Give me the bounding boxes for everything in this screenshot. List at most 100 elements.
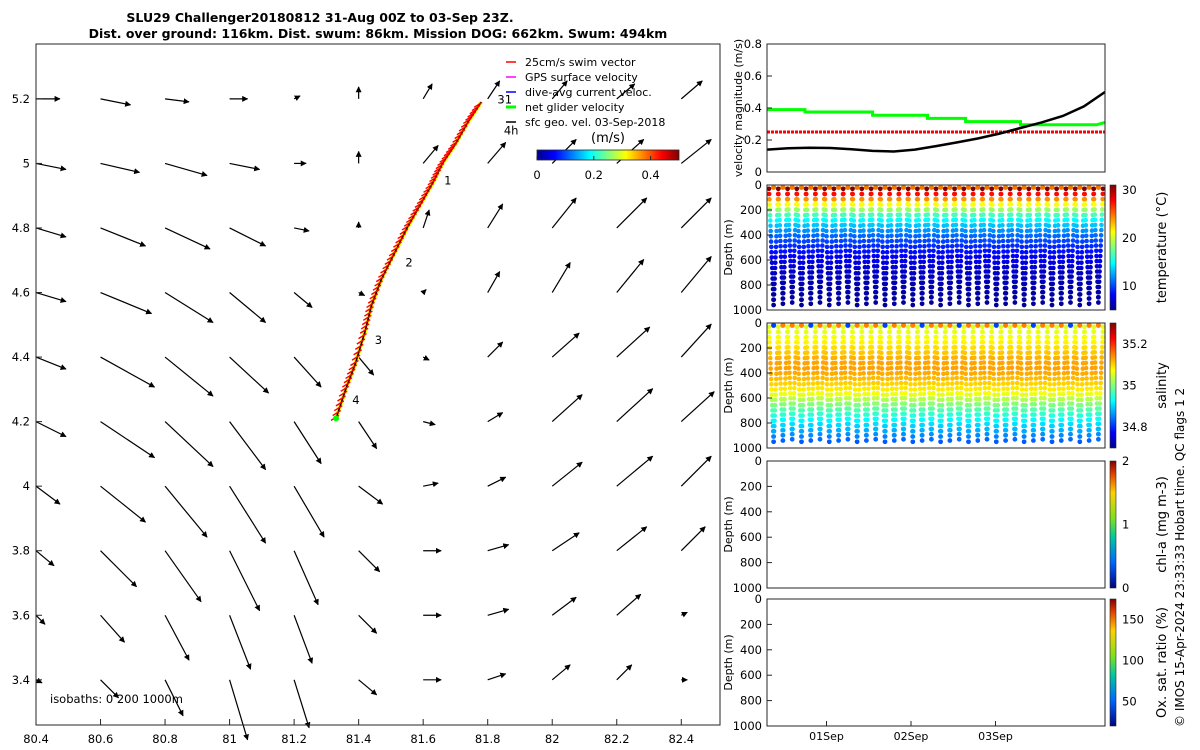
- surface-point: [798, 322, 805, 328]
- profile-point: [1088, 386, 1094, 392]
- profile-point: [842, 217, 847, 223]
- profile-point: [1084, 381, 1090, 386]
- profile-point: [776, 191, 781, 197]
- profile-point: [1064, 355, 1070, 360]
- profile-point: [774, 371, 779, 377]
- profile-point: [791, 401, 796, 406]
- profile-point: [778, 254, 784, 259]
- profile-point: [819, 264, 824, 269]
- profile-point: [869, 212, 875, 217]
- map-y-tick-label: 4.2: [12, 415, 30, 429]
- profile-point: [862, 391, 867, 397]
- profile-point: [851, 218, 857, 223]
- profile-point: [994, 429, 999, 434]
- profile-point: [791, 264, 796, 269]
- profile-point: [983, 396, 988, 401]
- profile-point: [816, 396, 821, 401]
- profile-point: [883, 281, 889, 287]
- profile-point: [1045, 207, 1051, 213]
- profile-point: [913, 371, 918, 377]
- profile-point: [889, 249, 895, 254]
- profile-point: [885, 244, 890, 250]
- profile-point: [1096, 416, 1102, 422]
- profile-point: [808, 296, 814, 301]
- profile-point: [894, 386, 899, 392]
- profile-point: [999, 202, 1004, 207]
- profile-point: [1074, 223, 1079, 228]
- profile-point: [1099, 360, 1104, 365]
- current-vector: [164, 679, 184, 717]
- profile-point: [985, 279, 991, 285]
- surface-point: [1030, 322, 1036, 328]
- profile-point: [989, 197, 995, 202]
- profile-point: [998, 191, 1004, 197]
- panel-y-tick-label: 600: [740, 530, 762, 544]
- profile-point: [884, 387, 890, 392]
- profile-point: [929, 437, 934, 442]
- profile-point: [971, 345, 977, 350]
- profile-point: [964, 249, 969, 255]
- profile-point: [912, 255, 917, 260]
- profile-point: [828, 397, 834, 403]
- current-vector: [358, 485, 384, 505]
- profile-point: [795, 340, 800, 345]
- profile-point: [1046, 223, 1052, 228]
- colorbar-tick-label: 0.2: [585, 168, 603, 182]
- profile-point: [934, 345, 940, 351]
- profile-point: [796, 376, 802, 382]
- map-y-tick-label: 3.8: [12, 544, 30, 558]
- profile-point: [968, 234, 974, 239]
- profile-point: [831, 329, 837, 335]
- profile-point: [883, 286, 888, 292]
- profile-point: [874, 421, 879, 427]
- profile-point: [910, 439, 916, 445]
- profile-point: [1064, 339, 1069, 345]
- profile-point: [1068, 284, 1074, 290]
- profile-point: [777, 360, 783, 366]
- profile-point: [929, 289, 935, 295]
- profile-point: [888, 350, 893, 355]
- profile-point: [941, 371, 946, 377]
- profile-point: [938, 439, 943, 445]
- profile-point: [866, 244, 871, 249]
- profile-point: [1026, 329, 1032, 335]
- profile-point: [1023, 265, 1028, 271]
- profile-point: [981, 365, 987, 371]
- profile-point: [837, 275, 842, 280]
- profile-point: [962, 334, 967, 340]
- profile-point: [804, 212, 810, 218]
- profile-point: [903, 243, 909, 248]
- profile-point: [787, 233, 792, 238]
- profile-point: [967, 281, 972, 287]
- profile-point: [1004, 280, 1009, 286]
- profile-point: [1069, 258, 1075, 264]
- profile-point: [927, 248, 932, 254]
- profile-point: [963, 366, 968, 371]
- profile-point: [906, 340, 912, 345]
- current-vector: [100, 485, 146, 523]
- profile-point: [788, 390, 793, 396]
- profile-point: [846, 289, 851, 295]
- profile-point: [962, 340, 967, 345]
- profile-point: [1056, 371, 1061, 376]
- profile-point: [837, 407, 843, 412]
- profile-point: [1087, 285, 1092, 291]
- profile-point: [851, 366, 857, 371]
- profile-point: [1079, 387, 1085, 392]
- profile-point: [1097, 269, 1102, 274]
- profile-point: [1055, 207, 1060, 212]
- profile-point: [1009, 365, 1015, 371]
- profile-point: [929, 431, 934, 437]
- profile-point: [1028, 376, 1034, 381]
- profile-point: [957, 411, 963, 417]
- profile-point: [1075, 260, 1081, 266]
- profile-point: [1054, 202, 1060, 207]
- profile-point: [903, 380, 909, 386]
- profile-point: [920, 291, 925, 296]
- panel-y-tick-label: 600: [740, 253, 762, 267]
- current-vector: [35, 227, 67, 239]
- profile-point: [1005, 249, 1010, 254]
- profile-point: [1100, 196, 1105, 202]
- profile-point: [773, 255, 778, 260]
